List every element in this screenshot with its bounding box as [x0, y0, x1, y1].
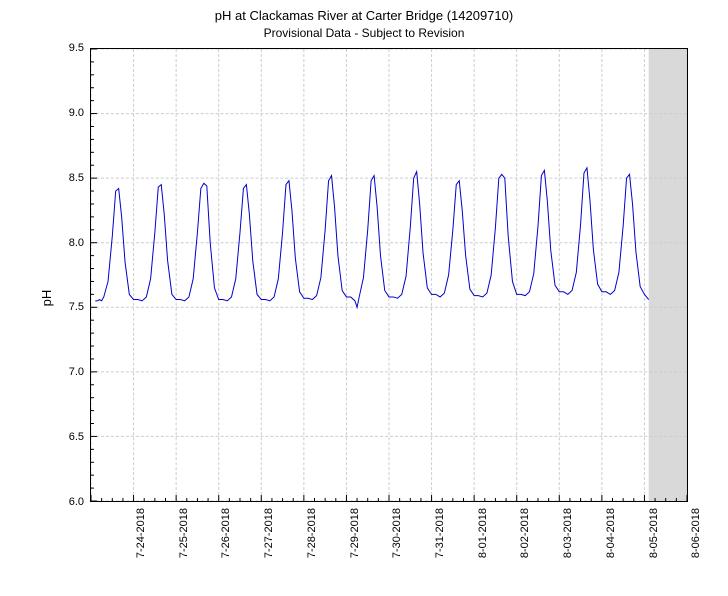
plot-svg — [91, 49, 687, 501]
y-axis-label: pH — [39, 290, 54, 307]
x-tick-label: 7-29-2018 — [349, 508, 361, 558]
x-tick-label: 7-25-2018 — [178, 508, 190, 558]
x-tick-label: 7-30-2018 — [391, 508, 403, 558]
y-tick-label: 7.5 — [69, 301, 84, 313]
chart-container: pH at Clackamas River at Carter Bridge (… — [0, 0, 728, 596]
plot-area — [90, 48, 688, 502]
y-tick-label: 8.0 — [69, 237, 84, 249]
x-tick-label: 7-28-2018 — [306, 508, 318, 558]
x-tick-label: 7-26-2018 — [221, 508, 233, 558]
x-tick-label: 8-06-2018 — [690, 508, 702, 558]
x-tick-label: 8-01-2018 — [477, 508, 489, 558]
shaded-region — [649, 49, 687, 501]
y-tick-label: 6.5 — [69, 431, 84, 443]
x-tick-label: 8-04-2018 — [605, 508, 617, 558]
x-tick-label: 8-05-2018 — [648, 508, 660, 558]
y-tick-label: 6.0 — [69, 496, 84, 508]
x-tick-label: 7-27-2018 — [263, 508, 275, 558]
y-tick-label: 9.0 — [69, 107, 84, 119]
chart-subtitle: Provisional Data - Subject to Revision — [0, 26, 728, 40]
x-tick-label: 8-02-2018 — [520, 508, 532, 558]
y-tick-label: 8.5 — [69, 172, 84, 184]
x-tick-label: 7-31-2018 — [434, 508, 446, 558]
x-tick-label: 8-03-2018 — [562, 508, 574, 558]
data-line — [95, 168, 648, 307]
y-tick-label: 9.5 — [69, 42, 84, 54]
x-tick-label: 7-24-2018 — [135, 508, 147, 558]
y-tick-label: 7.0 — [69, 366, 84, 378]
chart-title: pH at Clackamas River at Carter Bridge (… — [0, 8, 728, 23]
